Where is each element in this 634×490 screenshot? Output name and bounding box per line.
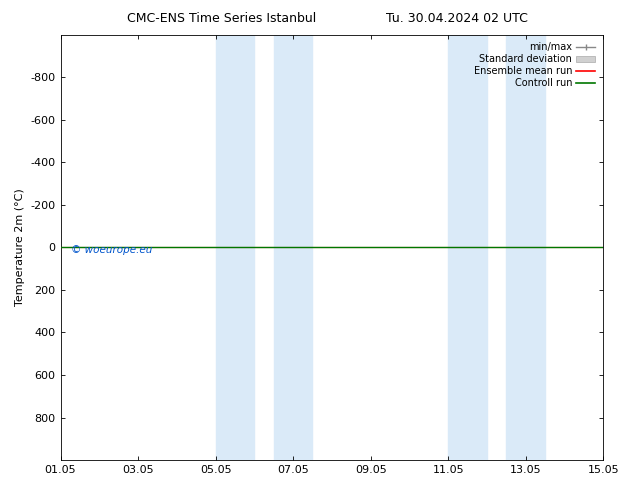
Legend: min/max, Standard deviation, Ensemble mean run, Controll run: min/max, Standard deviation, Ensemble me… <box>470 40 598 91</box>
Bar <box>274 35 313 460</box>
Text: Tu. 30.04.2024 02 UTC: Tu. 30.04.2024 02 UTC <box>385 12 527 25</box>
Bar <box>507 35 545 460</box>
Bar <box>216 35 254 460</box>
Text: CMC-ENS Time Series Istanbul: CMC-ENS Time Series Istanbul <box>127 12 316 25</box>
Bar <box>448 35 487 460</box>
Text: © woeurope.eu: © woeurope.eu <box>72 245 153 255</box>
Y-axis label: Temperature 2m (°C): Temperature 2m (°C) <box>15 189 25 306</box>
